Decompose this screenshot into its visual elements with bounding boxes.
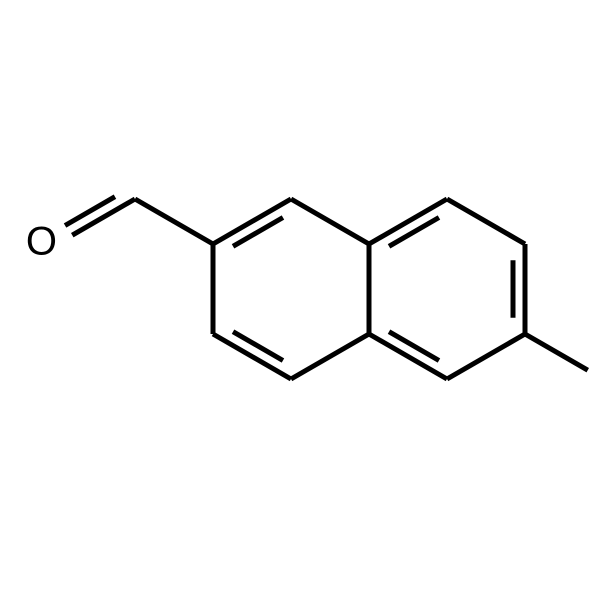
bond bbox=[291, 334, 369, 379]
molecule-diagram: OBr bbox=[0, 0, 600, 600]
bond bbox=[447, 334, 525, 379]
bond bbox=[65, 197, 115, 226]
atom-label-o: O bbox=[26, 220, 57, 264]
bond bbox=[135, 199, 213, 244]
bond bbox=[389, 217, 439, 246]
bond bbox=[291, 199, 369, 244]
bond-layer bbox=[65, 197, 588, 379]
bond bbox=[233, 217, 283, 246]
bond bbox=[233, 332, 283, 361]
bond bbox=[447, 199, 525, 244]
bond bbox=[389, 332, 439, 361]
bond bbox=[525, 334, 588, 370]
